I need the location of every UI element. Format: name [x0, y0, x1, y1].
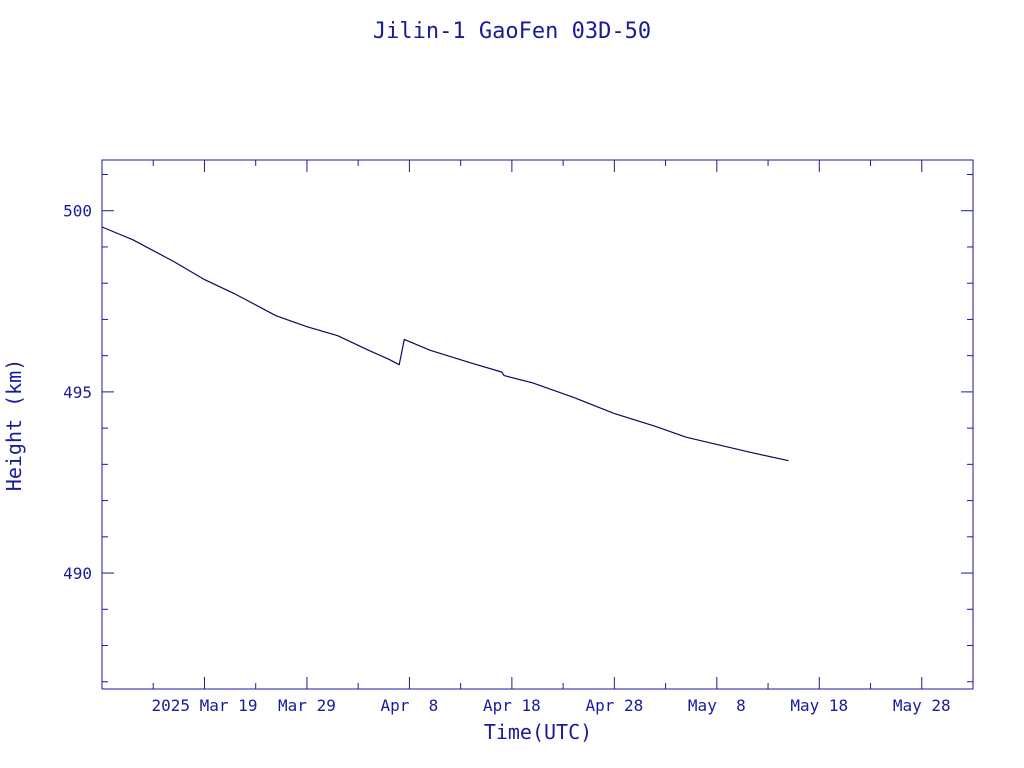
y-tick-label: 490: [63, 564, 92, 583]
series-line: [101, 226, 789, 462]
x-tick-label: 2025 Mar 19: [151, 696, 257, 715]
y-tick-label: 500: [63, 202, 92, 221]
x-tick-label: May 18: [790, 696, 848, 715]
chart-title: Jilin-1 GaoFen 03D-50: [373, 19, 651, 44]
x-tick-label: Apr 8: [381, 696, 439, 715]
y-tick-label: 495: [63, 383, 92, 402]
x-tick-label: May 8: [688, 696, 746, 715]
x-tick-label: May 28: [893, 696, 951, 715]
x-tick-label: Apr 18: [483, 696, 541, 715]
plot-frame: [101, 159, 974, 690]
x-tick-label: Mar 29: [278, 696, 336, 715]
axis-ticks: [101, 160, 974, 689]
y-axis-title: Height (km): [2, 359, 26, 491]
axis-tick-labels: 490 495 500 2025 Mar 19 Mar 29 Apr 8 Apr 18 Apr…: [63, 202, 951, 715]
x-tick-label: Apr 28: [585, 696, 643, 715]
x-axis-title: Time(UTC): [484, 720, 592, 744]
